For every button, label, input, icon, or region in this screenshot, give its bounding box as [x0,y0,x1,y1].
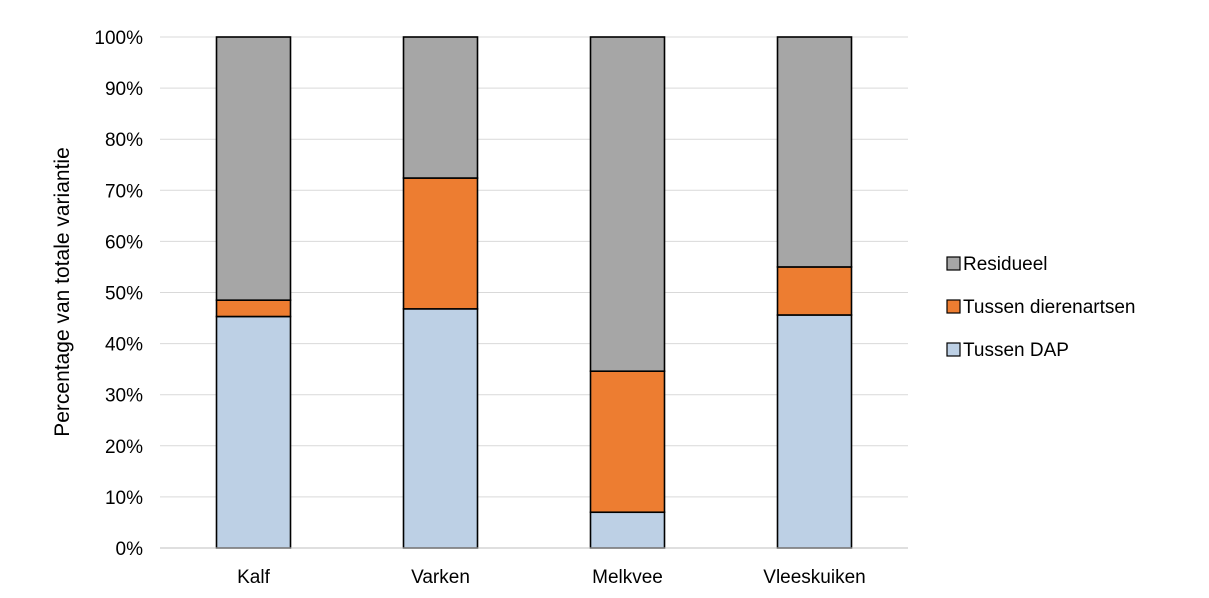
bar-segment-tussen-dierenartsen [215,299,292,318]
legend-item-residueel: Residueel [946,254,1048,275]
bar-segment-tussen-dap [215,315,292,549]
legend-label: Residueel [963,254,1048,275]
x-tick-label: Vleeskuiken [763,567,865,588]
bar-segment-tussen-dierenartsen [776,266,853,316]
y-axis-title: Percentage van totale variantie [51,147,74,437]
x-tick-label: Melkvee [592,567,663,588]
y-tick-label: 70% [105,181,143,202]
bar-segment-tussen-dap [589,511,666,549]
y-tick-label: 80% [105,130,143,151]
x-tick-labels: Kalf Varken Melkvee Vleeskuiken [237,567,866,588]
bar-stack-varken [402,36,479,549]
bar-segment-residueel [215,36,292,301]
legend-label: Tussen dierenartsen [963,297,1136,318]
legend-swatch [946,342,961,357]
y-tick-label: 30% [105,386,143,407]
bar-segment-tussen-dap [776,314,853,549]
bar-segment-tussen-dierenartsen [589,370,666,514]
bar-segment-residueel [402,36,479,179]
y-tick-label: 100% [94,28,143,49]
x-tick-label: Varken [411,567,470,588]
y-tick-labels: 0% 10% 20% 30% 40% 50% 60% 70% 80% 90% 100% [94,28,143,560]
bar-segment-residueel [776,36,853,268]
bar-segment-tussen-dierenartsen [402,177,479,310]
legend: Residueel Tussen dierenartsen Tussen DAP [946,254,1136,361]
y-tick-label: 60% [105,232,143,253]
y-tick-label: 10% [105,488,143,509]
legend-item-tussen-dierenartsen: Tussen dierenartsen [946,297,1136,318]
y-tick-label: 0% [116,539,144,560]
legend-swatch [946,299,961,314]
y-tick-label: 40% [105,335,143,356]
bar-stack-kalf [215,36,292,549]
bar-segment-tussen-dap [402,308,479,549]
bar-segment-residueel [589,36,666,372]
bar-stack-melkvee [589,36,666,549]
y-tick-label: 90% [105,79,143,100]
y-tick-label: 50% [105,284,143,305]
legend-item-tussen-dap: Tussen DAP [946,340,1069,361]
bars [215,36,853,549]
legend-label: Tussen DAP [963,340,1069,361]
x-tick-label: Kalf [237,567,270,588]
legend-swatch [946,256,961,271]
y-tick-label: 20% [105,437,143,458]
bar-stack-vleeskuiken [776,36,853,549]
